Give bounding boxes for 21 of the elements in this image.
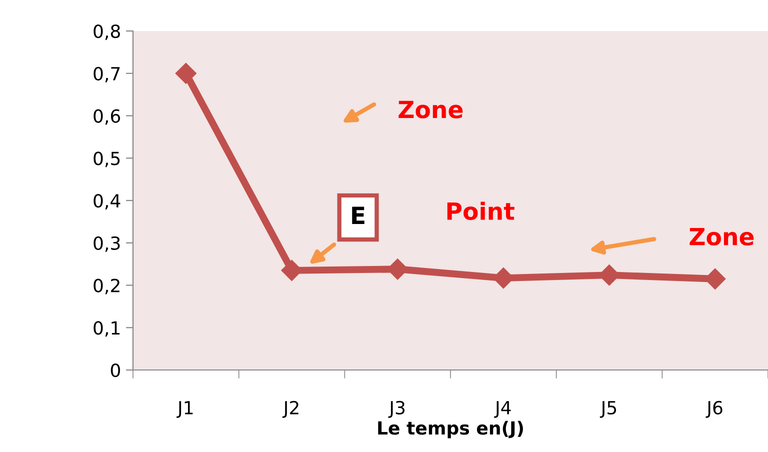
annotation: Point: [447, 202, 514, 220]
x-tick-label: J4: [494, 401, 511, 418]
y-tick-label: 0,6: [94, 109, 120, 125]
annotation: E: [352, 206, 364, 224]
y-tick-label: 0,5: [94, 152, 120, 168]
x-axis-title: Le temps en(J): [378, 420, 523, 438]
y-tick-label: 0,8: [94, 24, 120, 40]
y-tick-label: 0: [110, 363, 120, 378]
x-tick-label: J2: [282, 400, 298, 418]
x-tick-label: J1: [176, 401, 193, 418]
x-tick-label: J6: [706, 400, 722, 418]
y-tick-label: 0,1: [94, 321, 120, 337]
point: [175, 62, 196, 84]
y-tick-label: 0,3: [94, 236, 120, 252]
y-tick-label: 0,7: [94, 66, 120, 82]
annotation: Zone: [398, 100, 463, 118]
x-tick-label: J3: [388, 400, 405, 418]
x-tick-label: J5: [600, 401, 616, 418]
y-tick-label: 0,4: [94, 194, 120, 210]
annotation: Zone: [690, 228, 754, 246]
y-tick-label: 0,2: [94, 278, 120, 294]
